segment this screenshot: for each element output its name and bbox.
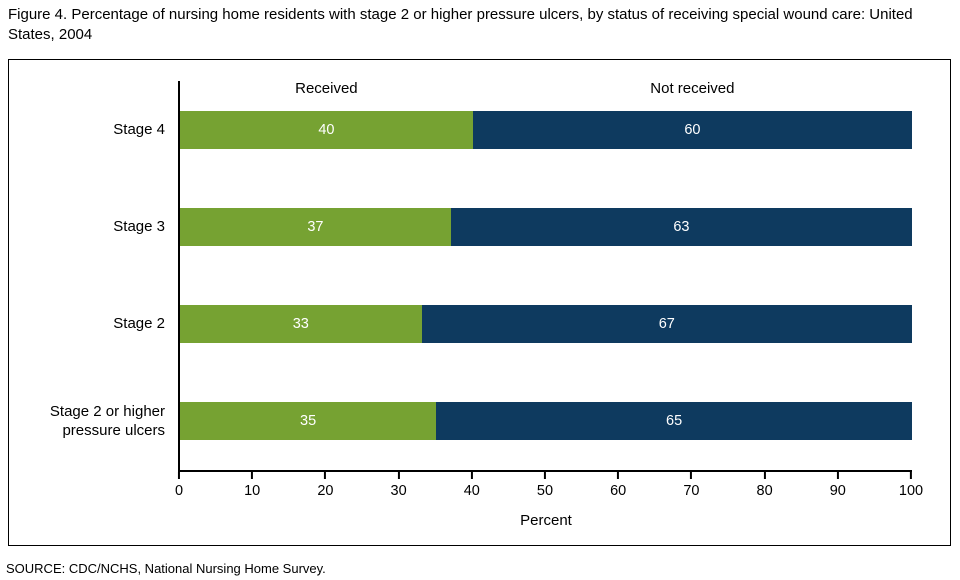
series-header-received: Received: [295, 80, 358, 97]
bar-value-label: 33: [292, 316, 309, 333]
axis-tick: 40: [464, 472, 480, 499]
bar-row: Stage 2 33 67: [9, 276, 912, 373]
tick-mark: [543, 472, 546, 479]
category-label: Stage 2 or higher pressure ulcers: [49, 402, 165, 440]
axis-tick: 90: [830, 472, 846, 499]
y-axis-line: [178, 81, 180, 472]
bar-track: 33 67: [180, 305, 912, 344]
bar-value-label: 67: [658, 316, 675, 333]
axis-tick: 30: [391, 472, 407, 499]
series-headers: Received Not received: [180, 80, 912, 100]
bar-value-label: 63: [673, 218, 690, 235]
bar-segment-not-received: 63: [450, 207, 912, 246]
bar-track: 35 65: [180, 402, 912, 441]
bar-segment-not-received: 65: [436, 402, 912, 441]
tick-mark: [763, 472, 766, 479]
axis-tick: 80: [757, 472, 773, 499]
axis-tick: 0: [175, 472, 183, 499]
bar-track: 37 63: [180, 207, 912, 246]
tick-mark: [177, 472, 180, 479]
axis-tick-label: 10: [244, 483, 261, 499]
axis-tick-label: 50: [536, 483, 554, 499]
axis-tick-label: 30: [390, 483, 407, 499]
bar-row: Stage 4 40 60: [9, 81, 912, 178]
bar-value-label: 40: [318, 121, 335, 138]
tick-mark: [324, 472, 327, 479]
axis-tick-label: 60: [610, 483, 627, 499]
bar-segment-not-received: 60: [472, 110, 912, 149]
axis-tick-label: 70: [683, 483, 700, 499]
tick-mark: [397, 472, 400, 479]
tick-mark: [690, 472, 693, 479]
axis-tick-label: 0: [174, 483, 184, 499]
x-axis-line: [178, 470, 912, 472]
bar-segment-received: 33: [180, 305, 422, 344]
axis-tick: 20: [317, 472, 333, 499]
bar-segment-received: 35: [180, 402, 437, 441]
bar-segment-received: 37: [180, 207, 451, 246]
axis-tick-label: 100: [898, 483, 924, 499]
axis-tick: 100: [899, 472, 923, 499]
bar-row: Stage 3 37 63: [9, 178, 912, 275]
bar-segment-not-received: 67: [421, 305, 912, 344]
bar-track: 40 60: [180, 110, 912, 149]
axis-tick-label: 90: [829, 483, 846, 499]
tick-mark: [470, 472, 473, 479]
axis-tick-label: 40: [463, 483, 480, 499]
axis-tick: 10: [244, 472, 260, 499]
x-axis-ticks: 0 10 20 30 40 50 60 70 80 90 100: [175, 472, 923, 514]
bar-row: Stage 2 or higher pressure ulcers 35 65: [9, 373, 912, 470]
bar-value-label: 35: [300, 413, 317, 430]
figure-title: Figure 4. Percentage of nursing home res…: [8, 6, 913, 43]
x-axis-label: Percent: [520, 512, 572, 529]
tick-mark: [836, 472, 839, 479]
axis-tick: 50: [537, 472, 553, 499]
chart-frame: Received Not received Stage 4 40 60 Stage 3 3…: [8, 59, 951, 546]
axis-tick-label: 20: [317, 483, 334, 499]
bar-segment-received: 40: [180, 110, 473, 149]
bar-value-label: 65: [666, 413, 683, 430]
axis-tick: 70: [683, 472, 699, 499]
category-label: Stage 4: [113, 120, 165, 138]
tick-mark: [909, 472, 912, 479]
category-label: Stage 2: [113, 315, 165, 333]
axis-tick: 60: [610, 472, 626, 499]
plot-rows: Stage 4 40 60 Stage 3 37 63 Stage 2 33 67 Stage 2…: [9, 81, 912, 470]
series-header-not-received: Not received: [650, 80, 735, 97]
tick-mark: [617, 472, 620, 479]
tick-mark: [251, 472, 254, 479]
source-note: SOURCE: CDC/NCHS, National Nursing Home …: [6, 561, 326, 576]
axis-tick-label: 80: [756, 483, 773, 499]
bar-value-label: 60: [684, 121, 701, 138]
category-label: Stage 3: [113, 218, 165, 236]
bar-value-label: 37: [307, 218, 324, 235]
